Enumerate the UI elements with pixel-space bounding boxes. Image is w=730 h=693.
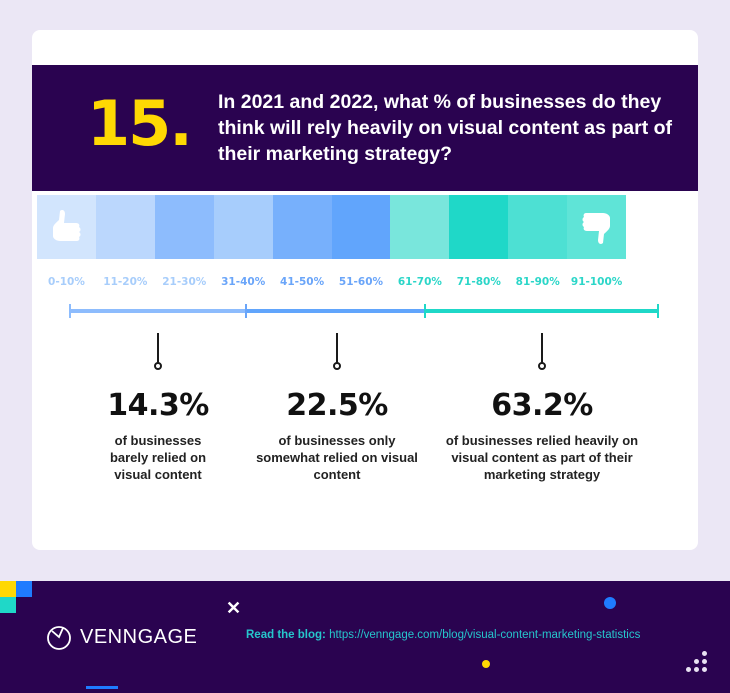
range-bracket-mid [247,304,426,318]
scale-segment-21-30 [154,195,214,259]
decor-square-teal [0,597,16,613]
scale-label: 21-30% [162,276,207,288]
question-banner: 15. In 2021 and 2022, what % of business… [32,65,698,191]
blog-label: Read the blog: [246,629,326,641]
pointer-high [538,333,546,371]
scale-segment-0-10 [37,195,96,259]
thumbs-up-icon [53,210,81,241]
scale-label: 61-70% [397,276,442,288]
scale-label: 0-10% [48,276,85,288]
footer: ✕ VENNGAGE Read the blog: https://vennga… [0,581,730,693]
pointer-mid [333,333,341,371]
blog-url[interactable]: https://venngage.com/blog/visual-content… [329,629,641,641]
stat-high: 63.2% of businesses relied heavily on vi… [444,388,640,483]
venngage-logo[interactable]: VENNGAGE [46,624,197,650]
stat-description: of businesses relied heavily on visual c… [445,433,639,482]
blog-link[interactable]: Read the blog: https://venngage.com/blog… [246,629,640,641]
stat-value: 63.2% [491,388,593,423]
question-number: 15. [87,87,193,160]
close-icon: ✕ [226,598,242,618]
scale-segment-71-80 [449,195,509,259]
range-bracket-high [426,304,659,318]
brand-name: VENNGAGE [80,625,198,648]
infographic-card: 15. In 2021 and 2022, what % of business… [32,30,698,550]
stat-mid: 22.5% of businesses only somewhat relied… [244,388,430,483]
percentage-scale [37,195,627,259]
scale-labels: 0-10% 11-20% 21-30% 31-40% 41-50% 51-60%… [37,276,626,288]
stat-description: of businesses only somewhat relied on vi… [256,433,418,482]
scale-segment-61-70 [390,195,450,259]
thumbs-down-icon [582,213,610,244]
decor-square-blue [16,581,32,597]
stat-value: 14.3% [107,388,209,423]
scale-segment-41-50 [272,195,332,259]
range-bracket-low [69,304,247,318]
logo-underline [86,686,118,689]
scale-segment-11-20 [95,195,155,259]
scale-label: 91-100% [570,276,623,288]
pointer-low [154,333,162,371]
scale-segment-51-60 [331,195,391,259]
scale-label: 31-40% [221,276,266,288]
stat-description: of businesses barely relied on visual co… [109,433,207,482]
decor-square-yellow [0,581,16,597]
stat-low: 14.3% of businesses barely relied on vis… [88,388,228,483]
scale-segment-31-40 [213,195,273,259]
scale-segment-81-90 [508,195,568,259]
question-text: In 2021 and 2022, what % of businesses d… [218,91,673,165]
stat-value: 22.5% [286,388,388,423]
scale-segment-91-100 [567,195,627,259]
scale-label: 81-90% [515,276,560,288]
scale-label: 51-60% [338,276,384,288]
scale-label: 11-20% [103,276,148,288]
decor-dot-yellow [482,660,490,668]
scale-label: 41-50% [280,276,325,288]
decor-dots-triangle [684,651,710,673]
decor-dot-blue [604,597,616,609]
scale-label: 71-80% [456,276,501,288]
venngage-logo-icon [47,626,71,650]
